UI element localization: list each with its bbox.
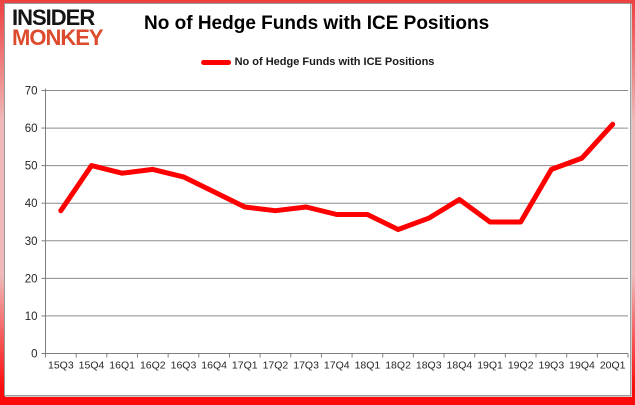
- x-axis-label: 17Q1: [232, 360, 258, 372]
- x-axis-label: 15Q4: [79, 360, 105, 372]
- y-axis-label: 70: [25, 86, 38, 98]
- x-axis-label: 17Q4: [324, 360, 350, 372]
- legend-line-swatch: [200, 59, 231, 65]
- y-axis-label: 0: [31, 349, 37, 361]
- x-axis-label: 19Q1: [477, 360, 503, 372]
- data-line: [58, 121, 616, 232]
- x-axis-label: 18Q1: [355, 360, 381, 372]
- x-axis-label: 16Q4: [201, 360, 227, 372]
- x-axis-label: 18Q3: [416, 360, 442, 372]
- legend: No of Hedge Funds with ICE Positions: [200, 56, 435, 68]
- x-axis-label: 17Q3: [293, 360, 319, 372]
- y-axis-label: 30: [25, 236, 38, 248]
- insider-monkey-logo: INSIDER MONKEY: [12, 5, 104, 50]
- y-axis-label: 40: [25, 198, 38, 210]
- x-axis-label: 17Q2: [263, 360, 289, 372]
- x-axis-label: 15Q3: [48, 360, 74, 372]
- legend-label: No of Hedge Funds with ICE Positions: [234, 56, 435, 68]
- x-axis-label: 20Q1: [600, 360, 626, 372]
- x-axis-label: 19Q4: [569, 360, 595, 372]
- x-axis-label: 18Q4: [447, 360, 473, 372]
- logo-line-monkey: MONKEY: [12, 25, 104, 50]
- logo-line-insider: INSIDER: [12, 5, 95, 30]
- y-axis-label: 20: [25, 273, 38, 285]
- x-axis-label: 19Q2: [508, 360, 534, 372]
- x-axis-label: 19Q3: [539, 360, 565, 372]
- chart-title: No of Hedge Funds with ICE Positions: [144, 13, 490, 34]
- y-axis-label: 60: [25, 123, 38, 135]
- x-axis-label: 16Q1: [109, 360, 135, 372]
- y-axis-label: 50: [25, 161, 38, 173]
- x-axis-label: 16Q3: [171, 360, 197, 372]
- x-axis-label: 18Q2: [385, 360, 411, 372]
- x-axis-label: 16Q2: [140, 360, 166, 372]
- y-axis-label: 10: [25, 311, 38, 323]
- chart-panel: [4, 3, 631, 396]
